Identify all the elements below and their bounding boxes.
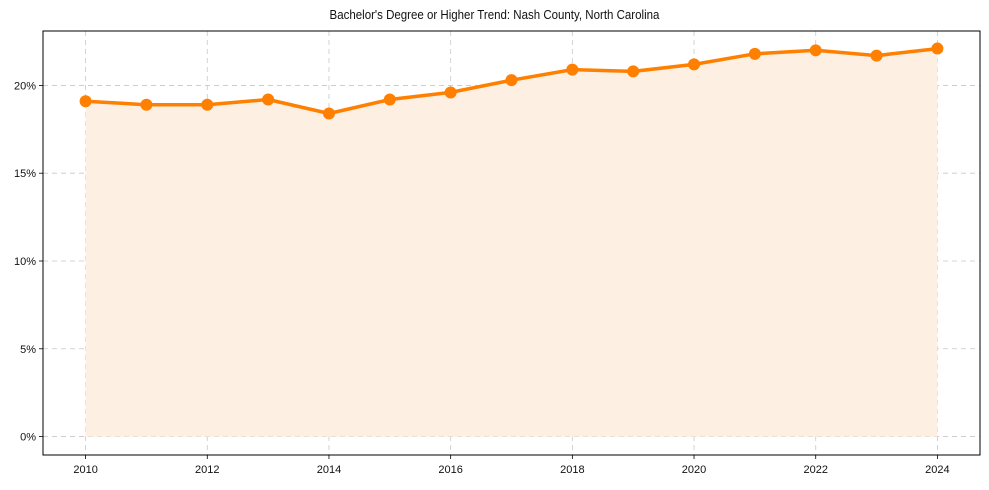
- data-point-marker: [688, 58, 701, 71]
- y-tick-label: 5%: [20, 344, 36, 356]
- x-tick-label: 2016: [438, 464, 462, 476]
- y-axis: 0% 5% 10% 15% 20%: [14, 80, 43, 444]
- data-point-marker: [322, 107, 335, 120]
- data-markers: [79, 42, 944, 120]
- data-point-marker: [201, 98, 214, 111]
- y-tick-label: 20%: [14, 80, 36, 92]
- x-tick-label: 2022: [803, 464, 827, 476]
- y-tick-label: 0%: [20, 432, 36, 444]
- x-tick-label: 2018: [560, 464, 584, 476]
- data-point-marker: [444, 86, 457, 99]
- chart-title: Bachelor's Degree or Higher Trend: Nash …: [329, 8, 660, 22]
- x-tick-label: 2024: [925, 464, 949, 476]
- data-point-marker: [383, 93, 396, 106]
- x-axis: 2010 2012 2014 2016 2018 2020 2022 2024: [73, 455, 950, 476]
- data-point-marker: [627, 65, 640, 78]
- data-point-marker: [140, 98, 153, 111]
- x-tick-label: 2014: [317, 464, 341, 476]
- axes-frame: [42, 30, 981, 456]
- x-tick-label: 2012: [195, 464, 219, 476]
- data-point-marker: [870, 49, 883, 62]
- data-point-marker: [262, 93, 275, 106]
- area-fill: [85, 48, 938, 437]
- data-point-marker: [809, 44, 822, 57]
- data-point-marker: [566, 63, 579, 76]
- y-tick-label: 10%: [14, 256, 36, 268]
- data-point-marker: [931, 42, 944, 55]
- data-point-marker: [505, 74, 518, 87]
- x-tick-label: 2010: [73, 464, 97, 476]
- x-tick-label: 2020: [682, 464, 706, 476]
- data-point-marker: [748, 47, 761, 60]
- data-point-marker: [79, 95, 92, 108]
- y-tick-label: 15%: [14, 168, 36, 180]
